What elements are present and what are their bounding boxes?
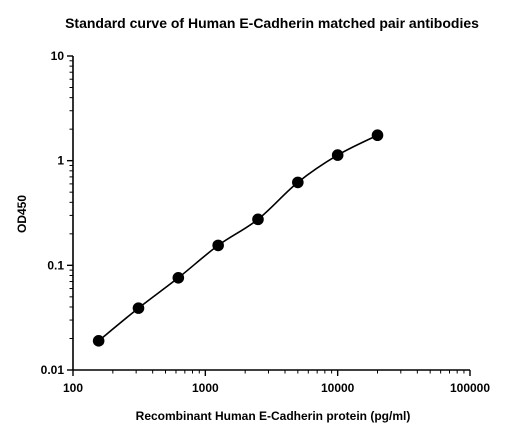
y-tick-label: 0.01 [41,363,65,377]
x-axis-label: Recombinant Human E-Cadherin protein (pg… [136,409,411,423]
y-tick-label: 1 [57,154,64,168]
y-tick-label: 0.1 [47,258,64,272]
data-point [212,239,224,252]
x-tick-label: 100 [63,381,83,395]
data-point [331,149,344,161]
y-tick-label: 10 [51,49,65,63]
x-tick-label: 100000 [450,381,490,395]
y-axis-label: OD450 [15,195,29,233]
chart-title: Standard curve of Human E-Cadherin match… [65,15,479,31]
data-points-layer [92,129,384,347]
data-point [172,272,185,284]
data-point [371,129,384,142]
axes: 0.01 0.1 1 10 100 1000 10000 100000 [41,49,491,395]
data-point [132,302,145,314]
data-point [92,335,105,347]
data-point [252,213,264,226]
x-tick-label: 1000 [192,381,219,395]
data-point [292,176,304,189]
x-tick-label: 10000 [321,381,355,395]
